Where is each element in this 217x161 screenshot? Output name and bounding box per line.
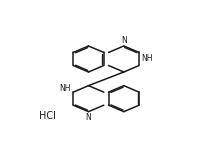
Text: N: N: [86, 113, 91, 122]
Text: NH: NH: [142, 54, 153, 63]
Text: NH: NH: [59, 84, 71, 93]
Text: HCl: HCl: [39, 111, 56, 121]
Text: N: N: [121, 36, 127, 45]
